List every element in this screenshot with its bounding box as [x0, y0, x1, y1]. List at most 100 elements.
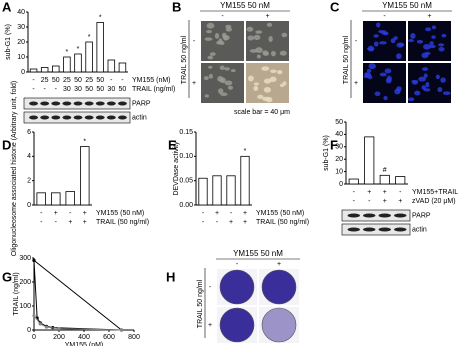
panel-letter: H: [166, 269, 175, 284]
blot-band: [40, 101, 50, 106]
cell: [425, 27, 432, 32]
blot-band: [394, 227, 407, 232]
cell: [366, 68, 372, 73]
bar: [364, 136, 375, 185]
cell: [435, 74, 440, 80]
point: [38, 322, 42, 326]
blot-band: [40, 115, 50, 120]
y-tick-label: 6: [27, 129, 31, 136]
cell: [421, 85, 426, 90]
condition-label: YM155 (50 nM): [96, 210, 144, 217]
bar: [212, 175, 222, 206]
condition-label: TRAIL (50 ng/ml): [256, 219, 309, 226]
x-axis-label: YM155 (nM): [65, 342, 104, 346]
blot-band: [347, 227, 360, 232]
cell: [396, 53, 402, 60]
condition-value: 50: [52, 77, 60, 84]
cell: [379, 72, 387, 77]
bar: [107, 59, 116, 73]
significance-marker: *: [77, 46, 80, 53]
row-label: +: [192, 80, 196, 87]
blot-band: [363, 213, 376, 218]
y-tick-label: 30: [17, 24, 25, 31]
blot-band: [62, 101, 72, 106]
y-tick-label: 20: [335, 156, 343, 163]
cell: [208, 65, 213, 69]
cell: [222, 35, 230, 41]
blot-band: [73, 115, 83, 120]
bar: [226, 175, 236, 206]
y-tick-label: 300: [19, 255, 31, 262]
cell: [418, 76, 426, 82]
cell: [268, 36, 273, 42]
cell: [269, 76, 277, 82]
cell: [214, 33, 220, 39]
cell: [376, 22, 381, 28]
condition-label: TRAIL (50 ng/ml): [96, 219, 149, 226]
y-tick-label: 20: [17, 39, 25, 46]
row-label: +: [208, 322, 212, 329]
condition-value: 25: [41, 77, 49, 84]
condition-label: YM155+TRAIL: [412, 189, 458, 196]
cell: [266, 22, 273, 27]
bar: [379, 174, 390, 185]
bar: [51, 192, 61, 206]
condition-label: YM155 (nM): [132, 77, 171, 84]
condition-value: -: [368, 198, 371, 205]
cell: [247, 35, 255, 41]
cell: [440, 77, 446, 83]
cell: [246, 26, 254, 32]
y-tick-label: 4: [27, 153, 31, 160]
y-axis-label: Oligonucleosome associated histone (Arbi…: [11, 81, 18, 256]
cell: [385, 77, 392, 84]
cell: [438, 46, 445, 52]
condition-value: -: [399, 189, 402, 196]
well: [261, 307, 297, 343]
cell: [265, 96, 273, 103]
y-tick-label: 50: [335, 119, 343, 126]
condition-value: +: [83, 210, 87, 217]
cell: [393, 36, 398, 40]
cell: [368, 63, 376, 70]
y-axis-label: DEVDase activity: [173, 141, 180, 196]
condition-value: +: [383, 189, 387, 196]
y-tick-label: 0: [27, 202, 31, 209]
cell: [422, 67, 429, 71]
cell: [253, 82, 260, 86]
condition-value: 50: [85, 86, 93, 93]
cell: [424, 51, 431, 56]
cell: [249, 49, 258, 53]
bar: [395, 176, 406, 185]
cell: [429, 41, 434, 46]
blot-band: [73, 101, 83, 106]
condition-value: -: [216, 219, 219, 226]
cell: [255, 30, 263, 34]
blot-label: actin: [132, 114, 147, 121]
panel-letter: A: [2, 0, 12, 14]
condition-label: YM155 (50 nM): [256, 210, 304, 217]
y-tick-label: 200: [19, 279, 31, 286]
condition-value: -: [32, 86, 35, 93]
column-label: +: [277, 261, 281, 268]
condition-value: +: [68, 219, 72, 226]
cell: [367, 45, 375, 52]
y-tick-label: 0: [27, 327, 31, 334]
blot-band: [51, 101, 61, 106]
blot-band: [62, 115, 72, 120]
cell: [208, 73, 213, 79]
bar: [63, 56, 71, 73]
cell: [378, 30, 384, 34]
cell: [225, 27, 232, 32]
condition-value: 50: [74, 77, 82, 84]
bar: [80, 146, 90, 206]
condition-value: +: [54, 210, 58, 217]
x-tick-label: 200: [53, 334, 65, 341]
blot-strip: [341, 223, 411, 236]
point: [57, 327, 61, 331]
cell: [218, 88, 224, 95]
x-tick-label: 400: [78, 334, 90, 341]
panel-letter: G: [2, 269, 12, 284]
condition-value: +: [398, 198, 402, 205]
condition-value: +: [367, 189, 371, 196]
